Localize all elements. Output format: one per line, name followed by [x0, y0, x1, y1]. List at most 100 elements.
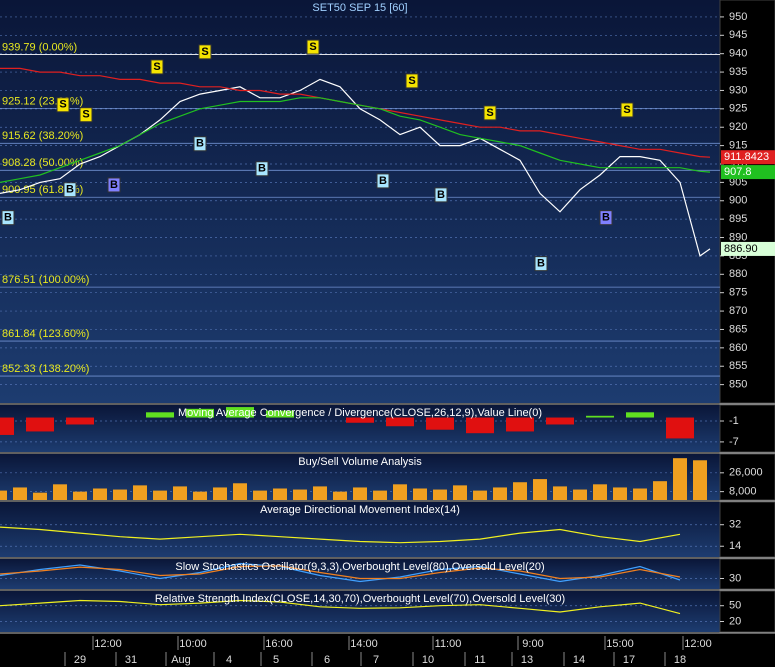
chart-title: SET50 SEP 15 [60] [312, 2, 407, 14]
y-tick-label: 880 [729, 268, 747, 280]
x-tick-label: 11:00 [435, 638, 462, 650]
bar [353, 487, 367, 500]
x-tick-label: 15:00 [606, 638, 634, 650]
x-tick-label: 7 [373, 654, 379, 666]
bar [233, 483, 247, 500]
panel-title: Moving Average Convergence / Divergence(… [178, 407, 542, 419]
x-tick-label: 12:00 [684, 638, 712, 650]
signal-box [405, 73, 419, 89]
y-tick-label: 30 [729, 572, 741, 584]
signal-box [63, 182, 77, 198]
bar [0, 417, 14, 435]
bar [0, 490, 7, 500]
bar [493, 487, 507, 500]
bar [226, 407, 254, 418]
y-tick-label: 865 [729, 323, 747, 335]
axis-strip [719, 0, 775, 404]
bar [26, 417, 54, 432]
panel-background [0, 559, 720, 589]
panel-title: Buy/Sell Volume Analysis [298, 456, 422, 468]
bar [53, 484, 67, 500]
last-value-label: 911.8423 [724, 151, 769, 163]
bar [633, 488, 647, 500]
x-tick-label: 11 [474, 654, 485, 666]
bar [673, 458, 687, 500]
bar [473, 490, 487, 500]
fib-label: 876.51 (100.00%) [2, 274, 89, 286]
signal-box [599, 210, 613, 226]
bar [653, 481, 667, 500]
signal-box [198, 44, 212, 60]
bar [73, 491, 87, 500]
axis-strip [719, 590, 775, 633]
last-value-badge [721, 241, 775, 256]
x-tick-label: Aug [171, 654, 191, 666]
last-value-badge [721, 165, 775, 180]
bar [213, 487, 227, 500]
x-tick-label: 14 [573, 654, 585, 666]
bar [66, 417, 94, 425]
bar [453, 485, 467, 500]
bar [386, 417, 414, 427]
bar [426, 417, 454, 430]
bar [573, 489, 587, 500]
panel-background [0, 405, 720, 452]
y-tick-label: 895 [729, 213, 747, 225]
bar [373, 490, 387, 500]
y-tick-label: 26,000 [729, 467, 763, 479]
x-tick-label: 6 [324, 654, 330, 666]
panel-background [0, 591, 720, 632]
y-tick-label: 905 [729, 176, 747, 188]
bar [593, 484, 607, 500]
bar [546, 417, 574, 425]
signal-box [107, 177, 121, 193]
signal-box [434, 187, 448, 203]
panel-title: Relative Strength Index(CLOSE,14,30,70),… [155, 593, 565, 605]
bar [613, 487, 627, 500]
x-tick-label: 17 [623, 654, 635, 666]
signal-label: S [408, 75, 415, 87]
bar [93, 488, 107, 500]
signal-label: B [110, 179, 118, 191]
y-tick-label: -7 [729, 436, 739, 448]
y-tick-label: 875 [729, 287, 747, 299]
bar [333, 491, 347, 500]
signal-box [56, 97, 70, 113]
fib-label: 939.79 (0.00%) [2, 41, 77, 53]
bar [666, 417, 694, 439]
bar [693, 460, 707, 500]
series-line [0, 526, 681, 544]
x-tick-label: 9:00 [522, 638, 543, 650]
fib-label: 925.12 (23.60%) [2, 95, 83, 107]
bar [313, 486, 327, 500]
bar [346, 417, 374, 423]
y-tick-label: 935 [729, 66, 747, 78]
y-tick-label: 32 [729, 519, 741, 531]
signal-box [306, 39, 320, 55]
x-tick-label: 29 [74, 654, 86, 666]
bar [146, 412, 174, 418]
panel-title: Average Directional Movement Index(14) [260, 504, 460, 516]
x-tick-label: 31 [125, 654, 137, 666]
axis-strip [719, 404, 775, 453]
signal-label: B [258, 163, 266, 175]
y-tick-label: 920 [729, 121, 747, 133]
panel-background [0, 502, 720, 557]
x-tick-label: 10 [422, 654, 434, 666]
signal-box [534, 256, 548, 272]
bar [186, 408, 214, 418]
y-tick-label: 860 [729, 342, 747, 354]
signal-box [150, 59, 164, 75]
y-tick-label: -1 [729, 415, 739, 427]
signal-box [79, 107, 93, 123]
y-tick-label: 925 [729, 103, 747, 115]
bar [113, 489, 127, 500]
bar [393, 484, 407, 500]
last-value-label: 907.8 [724, 166, 752, 178]
bar [506, 417, 534, 432]
bar [273, 488, 287, 500]
x-tick-label: 18 [674, 654, 686, 666]
bar [626, 412, 654, 418]
bar [33, 492, 47, 500]
